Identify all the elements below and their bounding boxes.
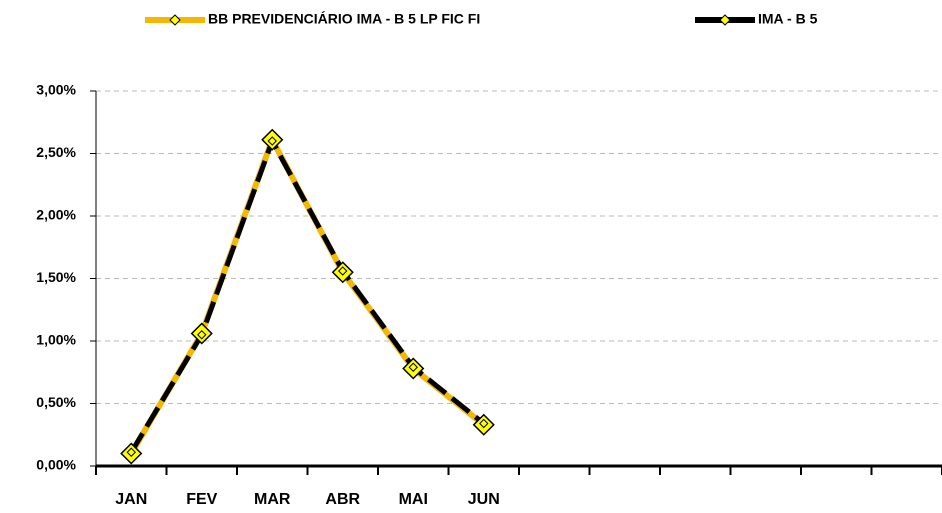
marker xyxy=(408,362,418,372)
x-tick-label: FEV xyxy=(186,491,217,508)
marker xyxy=(126,447,136,457)
legend-marker xyxy=(719,14,731,26)
marker xyxy=(267,136,277,146)
marker xyxy=(338,266,348,276)
x-tick-label: JUN xyxy=(468,491,500,508)
y-tick-label: 2,50% xyxy=(36,144,76,160)
y-tick-label: 2,00% xyxy=(36,207,76,223)
legend-label: BB PREVIDENCIÁRIO IMA - B 5 LP FIC FI xyxy=(208,11,480,27)
marker xyxy=(479,418,489,429)
y-tick-label: 0,50% xyxy=(36,394,76,410)
y-tick-label: 3,00% xyxy=(36,82,76,98)
x-tick-label: JAN xyxy=(115,491,147,508)
series-line xyxy=(129,138,486,454)
legend-label: IMA - B 5 xyxy=(758,11,818,27)
x-tick-label: MAI xyxy=(399,491,428,508)
series-line xyxy=(128,136,486,456)
y-tick-label: 0,00% xyxy=(36,457,76,473)
marker xyxy=(197,330,207,340)
y-tick-label: 1,00% xyxy=(36,332,76,348)
x-tick-label: MAR xyxy=(254,491,291,508)
legend-marker xyxy=(169,14,181,26)
y-tick-label: 1,50% xyxy=(36,269,76,285)
x-tick-label: ABR xyxy=(325,491,360,508)
